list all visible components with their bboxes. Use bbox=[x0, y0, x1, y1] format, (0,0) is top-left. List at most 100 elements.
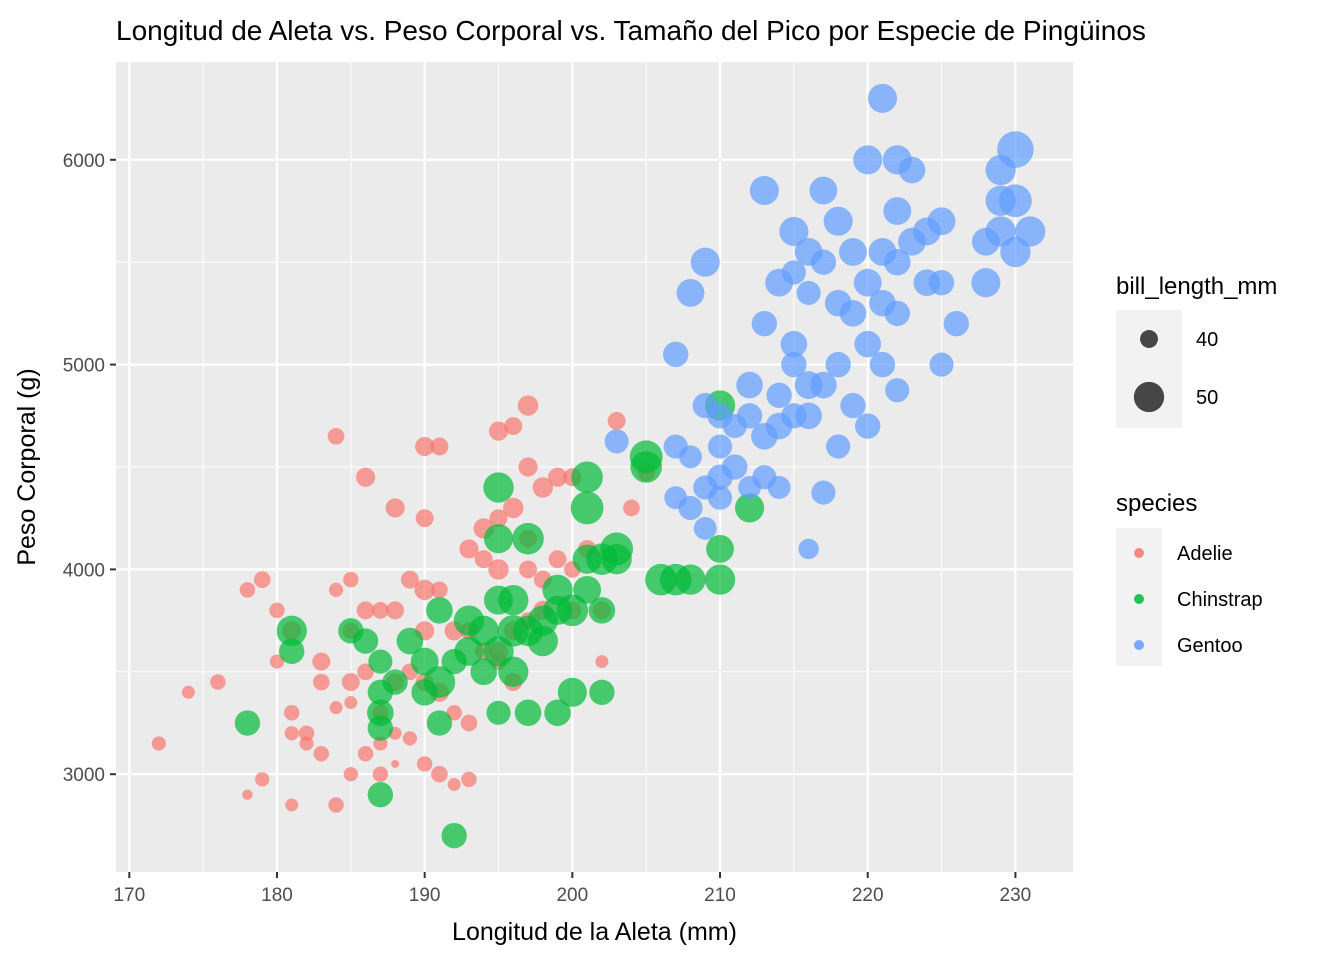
data-point-adelie bbox=[343, 571, 359, 588]
data-point-gentoo bbox=[767, 476, 791, 499]
data-point-adelie bbox=[489, 509, 508, 528]
data-point-adelie bbox=[344, 696, 358, 710]
data-point-chinstrap bbox=[234, 710, 261, 736]
data-point-chinstrap bbox=[556, 594, 589, 627]
data-point-chinstrap bbox=[573, 575, 602, 604]
data-point-adelie bbox=[400, 570, 419, 589]
data-point-adelie bbox=[517, 395, 539, 416]
data-point-chinstrap bbox=[544, 699, 571, 727]
y-tick-label: 6000 bbox=[63, 151, 105, 172]
data-point-gentoo bbox=[736, 371, 763, 399]
data-point-adelie bbox=[372, 766, 389, 782]
data-point-chinstrap bbox=[470, 658, 498, 686]
data-point-gentoo bbox=[825, 351, 851, 378]
data-point-adelie bbox=[299, 736, 314, 751]
data-point-gentoo bbox=[971, 268, 1001, 298]
data-point-gentoo bbox=[855, 413, 881, 439]
data-point-adelie bbox=[357, 746, 374, 762]
chart-title: Longitud de Aleta vs. Peso Corporal vs. … bbox=[116, 15, 1146, 46]
data-point-chinstrap bbox=[675, 564, 706, 595]
x-tick-label: 210 bbox=[704, 885, 736, 906]
data-point-gentoo bbox=[839, 238, 867, 266]
data-points bbox=[151, 83, 1046, 849]
data-point-chinstrap bbox=[426, 597, 453, 624]
data-point-adelie bbox=[474, 550, 493, 569]
data-point-adelie bbox=[242, 789, 253, 800]
x-tick-label: 200 bbox=[556, 885, 588, 906]
data-point-gentoo bbox=[810, 249, 837, 275]
y-axis-ticks: 3000 4000 5000 6000 bbox=[63, 151, 116, 786]
data-point-adelie bbox=[372, 602, 389, 619]
data-point-adelie bbox=[385, 498, 405, 518]
data-point-gentoo bbox=[885, 378, 910, 403]
data-point-adelie bbox=[430, 437, 449, 456]
data-point-adelie bbox=[151, 736, 166, 751]
data-point-adelie bbox=[269, 602, 285, 619]
data-point-chinstrap bbox=[570, 491, 604, 525]
data-point-gentoo bbox=[884, 300, 910, 327]
data-point-chinstrap bbox=[512, 522, 544, 555]
data-point-adelie bbox=[532, 477, 554, 498]
data-point-chinstrap bbox=[704, 564, 736, 595]
color-legend-title: species bbox=[1116, 490, 1197, 517]
y-tick-label: 4000 bbox=[63, 560, 105, 581]
color-legend-label: Adelie bbox=[1177, 543, 1233, 565]
data-point-adelie bbox=[284, 705, 300, 721]
data-point-adelie bbox=[488, 559, 509, 580]
data-point-gentoo bbox=[898, 156, 926, 184]
data-point-chinstrap bbox=[735, 493, 765, 523]
data-point-chinstrap bbox=[382, 669, 408, 695]
data-point-adelie bbox=[402, 731, 417, 746]
data-point-gentoo bbox=[736, 403, 763, 429]
data-point-adelie bbox=[503, 497, 524, 519]
data-point-adelie bbox=[313, 746, 330, 762]
data-point-chinstrap bbox=[367, 782, 394, 808]
data-point-chinstrap bbox=[601, 544, 632, 575]
data-point-gentoo bbox=[781, 351, 807, 378]
data-point-adelie bbox=[329, 701, 343, 715]
size-legend-key bbox=[1140, 330, 1158, 348]
data-point-gentoo bbox=[929, 352, 954, 377]
data-point-gentoo bbox=[780, 330, 808, 358]
data-point-adelie bbox=[607, 411, 626, 430]
data-point-gentoo bbox=[707, 434, 733, 459]
data-point-chinstrap bbox=[486, 700, 511, 725]
data-point-gentoo bbox=[823, 206, 853, 236]
data-point-adelie bbox=[312, 652, 331, 671]
size-legend-label: 50 bbox=[1196, 387, 1218, 409]
data-point-chinstrap bbox=[498, 656, 529, 687]
data-point-adelie bbox=[414, 579, 435, 601]
data-point-adelie bbox=[253, 571, 271, 588]
size-legend-title: bill_length_mm bbox=[1116, 273, 1277, 300]
size-legend-label: 40 bbox=[1196, 329, 1218, 351]
data-point-gentoo bbox=[751, 310, 778, 337]
data-point-gentoo bbox=[707, 485, 733, 510]
data-point-adelie bbox=[328, 797, 344, 813]
data-point-adelie bbox=[415, 509, 434, 528]
y-tick-label: 3000 bbox=[63, 765, 105, 786]
data-point-adelie bbox=[623, 499, 640, 517]
data-point-gentoo bbox=[722, 454, 748, 480]
data-point-adelie bbox=[255, 772, 270, 787]
data-point-gentoo bbox=[766, 382, 792, 408]
data-point-gentoo bbox=[663, 341, 689, 368]
data-point-gentoo bbox=[781, 260, 806, 285]
data-point-adelie bbox=[210, 674, 226, 690]
data-point-adelie bbox=[356, 467, 376, 487]
data-point-chinstrap bbox=[279, 638, 305, 665]
data-point-gentoo bbox=[928, 269, 955, 296]
x-tick-label: 190 bbox=[409, 885, 441, 906]
data-point-chinstrap bbox=[352, 628, 379, 654]
data-point-adelie bbox=[356, 601, 375, 620]
data-point-gentoo bbox=[869, 351, 896, 378]
data-point-gentoo bbox=[999, 184, 1032, 218]
data-point-gentoo bbox=[840, 392, 866, 419]
data-point-adelie bbox=[547, 467, 568, 487]
data-point-gentoo bbox=[997, 131, 1034, 168]
data-point-adelie bbox=[519, 560, 538, 579]
y-axis-label: Peso Corporal (g) bbox=[13, 368, 41, 565]
data-point-gentoo bbox=[943, 310, 970, 337]
data-point-adelie bbox=[461, 771, 477, 788]
data-point-adelie bbox=[595, 655, 609, 669]
data-point-chinstrap bbox=[571, 461, 603, 494]
